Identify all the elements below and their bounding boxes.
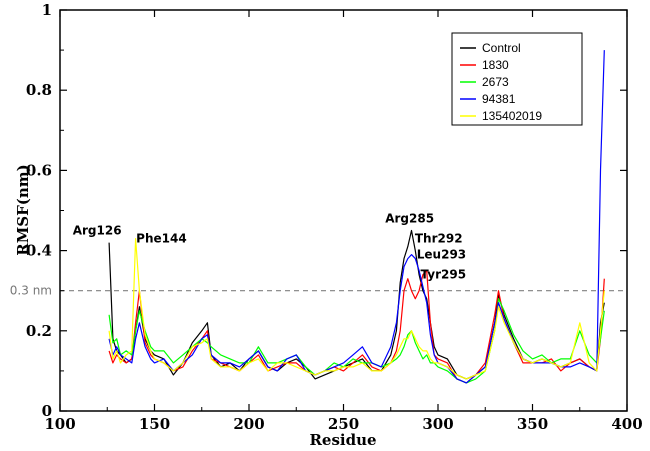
- annotations-group: Arg126 Phe144 Arg285 Thr292 Leu293 Tyr295: [73, 212, 466, 282]
- annotation-leu293: Leu293: [417, 248, 466, 262]
- y-axis-title: RMSF(nm): [14, 164, 32, 256]
- reference-line-label: 0.3 nm: [10, 284, 52, 298]
- reference-line-group: 0.3 nm: [10, 284, 627, 298]
- legend-label: 1830: [482, 58, 509, 72]
- y-tick-label: 1: [42, 1, 52, 19]
- legend-label: Control: [482, 41, 521, 55]
- x-tick-label: 250: [328, 415, 359, 433]
- y-tick-label: 0.4: [26, 242, 52, 260]
- annotation-arg126: Arg126: [73, 224, 122, 238]
- x-tick-label: 300: [422, 415, 453, 433]
- legend-label: 135402019: [482, 109, 542, 123]
- x-tick-label: 400: [611, 415, 642, 433]
- annotation-thr292: Thr292: [415, 232, 463, 246]
- legend-label: 94381: [482, 92, 516, 106]
- y-tick-label: 0.6: [26, 161, 52, 179]
- legend-label: 2673: [482, 75, 509, 89]
- annotation-arg285: Arg285: [385, 212, 434, 226]
- y-tick-label: 0.2: [26, 322, 52, 340]
- x-tick-label: 150: [139, 415, 170, 433]
- x-tick-label: 350: [517, 415, 548, 433]
- y-tick-label: 0: [42, 402, 52, 420]
- annotation-phe144: Phe144: [136, 232, 187, 246]
- series-group: [108, 50, 605, 384]
- annotation-tyr295: Tyr295: [421, 268, 467, 282]
- x-axis-title: Residue: [309, 431, 376, 449]
- legend: Control 1830 2673 94381 135402019: [451, 32, 583, 126]
- y-tick-label: 0.8: [26, 81, 52, 99]
- x-tick-label: 200: [233, 415, 264, 433]
- series-line-135402019: [108, 238, 605, 380]
- x-tick-label: 100: [44, 415, 75, 433]
- ticks-group: 100 150 200 250 300 350 400 0 0.2 0.4 0.6 0.8 1: [26, 1, 643, 433]
